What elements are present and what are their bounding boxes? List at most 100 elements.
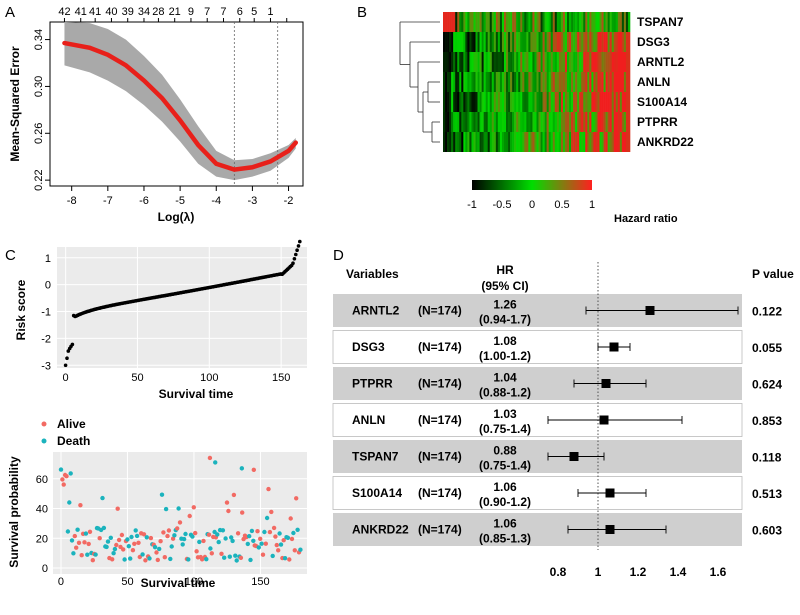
heatmap-cell [571, 132, 574, 152]
heatmap-cell [469, 32, 472, 52]
heatmap-cell [461, 112, 464, 132]
heatmap-cell [566, 72, 570, 92]
heatmap-cell [518, 132, 521, 152]
heatmap-cell [463, 112, 466, 132]
heatmap-cell [483, 52, 486, 72]
alive-point [86, 541, 91, 547]
a-ytick-label: 0.34 [33, 29, 45, 50]
heatmap-cell [445, 112, 448, 132]
heatmap-cell [558, 32, 562, 52]
heatmap-cell [453, 52, 456, 72]
heatmap-cell [506, 72, 509, 92]
heatmap-cell [552, 92, 556, 112]
death-point [249, 528, 255, 534]
alive-point [97, 536, 102, 541]
heatmap-cell [613, 12, 617, 32]
heatmap-cell [621, 32, 625, 52]
heatmap-cell [538, 32, 541, 52]
heatmap-cell [603, 92, 606, 112]
heatmap-cell [544, 32, 547, 52]
heatmap-cell [489, 52, 493, 72]
forest-variable-label: ANKRD22 [352, 523, 409, 537]
heatmap-cell [601, 72, 604, 92]
legend-death-label: Death [57, 434, 90, 448]
heatmap-cell [609, 52, 612, 72]
forest-header-hr: HR [496, 263, 514, 277]
heatmap-cell [503, 132, 507, 152]
heatmap-cell [548, 92, 552, 112]
heatmap-cell [609, 32, 612, 52]
heatmap-cell [552, 52, 556, 72]
alive-point [79, 553, 84, 558]
forest-variable-label: S100A14 [352, 486, 402, 500]
heatmap-cell [611, 32, 615, 52]
heatmap-cell [611, 92, 615, 112]
death-point [65, 529, 71, 534]
heatmap-cell [530, 52, 533, 72]
heatmap-cell [481, 32, 484, 52]
death-point [222, 555, 227, 560]
forest-ci-value: (1.00-1.2) [479, 349, 531, 363]
death-point [152, 545, 158, 550]
heatmap-cell [465, 32, 468, 52]
heatmap-cell [609, 92, 612, 112]
heatmap-cell [560, 112, 564, 132]
heatmap-cell [499, 12, 503, 32]
heatmap-cell [489, 72, 493, 92]
death-point [75, 527, 80, 532]
heatmap-cell [532, 72, 535, 92]
heatmap-cell [605, 52, 608, 72]
heatmap-cell [552, 132, 556, 152]
forest-pvalue: 0.603 [752, 524, 782, 538]
alive-point [263, 541, 268, 546]
death-point [176, 506, 181, 511]
heatmap-cell [560, 12, 564, 32]
alive-point [115, 506, 120, 511]
alive-point [201, 538, 206, 544]
heatmap-cell [497, 132, 501, 152]
heatmap-cell [579, 12, 582, 32]
heatmap-cell [495, 52, 499, 72]
heatmap-cell [538, 72, 541, 92]
death-point [93, 552, 98, 557]
heatmap-cell [599, 132, 602, 152]
heatmap-cell [583, 72, 586, 92]
heatmap-cell [601, 92, 604, 112]
heatmap-cell [506, 92, 509, 112]
heatmap-cell [536, 52, 539, 72]
heatmap-cell [499, 52, 503, 72]
heatmap-cell [619, 12, 623, 32]
heatmap-cell [479, 112, 482, 132]
heatmap-cell [455, 112, 458, 132]
heatmap-cell [518, 112, 521, 132]
heatmap-cell [479, 32, 482, 52]
heatmap-cell [503, 72, 507, 92]
alive-point [137, 554, 142, 560]
heatmap-cell [573, 12, 576, 32]
heatmap-cell [546, 12, 549, 32]
heatmap-cell [577, 112, 580, 132]
a-xtick-label: -2 [284, 195, 294, 207]
survival-ylabel: Survival probability [7, 456, 21, 568]
heatmap-cell [530, 92, 533, 112]
heatmap-cell [485, 112, 489, 132]
heatmap-cell [575, 32, 578, 52]
heatmap-cell [534, 92, 537, 112]
heatmap-cell [605, 32, 608, 52]
alive-point [193, 530, 198, 536]
heatmap-cell [607, 112, 610, 132]
alive-point [292, 548, 297, 553]
heatmap-cell [532, 112, 535, 132]
heatmap-cell [548, 52, 552, 72]
heatmap-cell [579, 92, 582, 112]
heatmap-cell [589, 92, 592, 112]
heatmap-cell [528, 72, 531, 92]
heatmap-cell [471, 52, 474, 72]
heatmap-cell [546, 92, 549, 112]
heatmap-cell [481, 132, 484, 152]
heatmap-cell [518, 32, 521, 52]
heatmap-cell [566, 112, 570, 132]
heatmap-cell [485, 52, 489, 72]
alive-point [288, 516, 293, 521]
heatmap-cell [619, 72, 623, 92]
